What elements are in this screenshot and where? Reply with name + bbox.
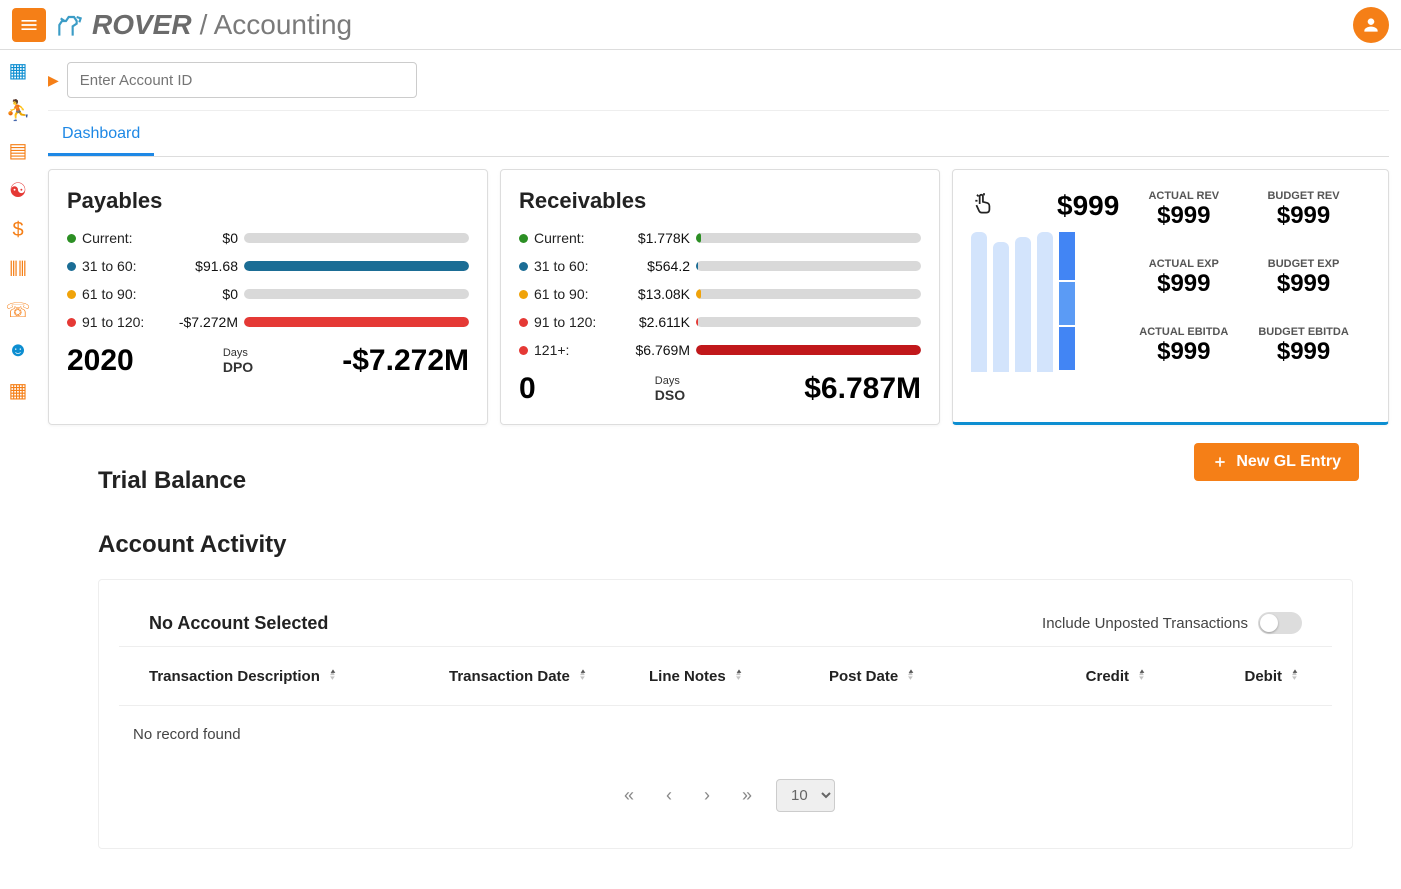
dot-icon: [67, 290, 76, 299]
tab-dashboard[interactable]: Dashboard: [48, 115, 154, 156]
financial-cell: BUDGET EBITDA$999: [1258, 326, 1348, 366]
menu-icon: [19, 15, 39, 35]
sort-icon: [1135, 667, 1149, 685]
payables-title: Payables: [67, 188, 469, 214]
page-next[interactable]: ›: [696, 781, 718, 810]
sort-icon: [576, 667, 590, 685]
page-last[interactable]: »: [734, 781, 760, 810]
rail-icon-heart[interactable]: ☯: [6, 178, 30, 202]
breadcrumb: / Accounting: [200, 9, 353, 41]
aging-row: 61 to 90: $13.08K: [519, 286, 921, 302]
sort-icon: [732, 667, 746, 685]
dot-icon: [519, 234, 528, 243]
account-activity-heading: Account Activity: [98, 531, 1389, 559]
sort-icon: [1288, 667, 1302, 685]
new-gl-entry-button[interactable]: New GL Entry: [1194, 443, 1359, 481]
user-avatar[interactable]: [1353, 7, 1389, 43]
dot-icon: [67, 262, 76, 271]
financials-card: $999 ACTUAL REV$999 ACTUAL EXP$999 ACTUAL …: [952, 169, 1389, 425]
no-account-label: No Account Selected: [149, 613, 328, 634]
dot-icon: [67, 318, 76, 327]
rail-icon-calendar[interactable]: ▦: [6, 378, 30, 402]
page-first[interactable]: «: [616, 781, 642, 810]
rail-icon-pos[interactable]: ☏: [6, 298, 30, 322]
column-header[interactable]: Credit: [1009, 667, 1149, 685]
financial-cell: BUDGET REV$999: [1258, 190, 1348, 230]
topbar: ROVER / Accounting: [0, 0, 1401, 50]
aging-row: 121+: $6.769M: [519, 342, 921, 358]
play-icon[interactable]: ▶: [48, 72, 59, 89]
plus-icon: [1212, 454, 1228, 470]
aging-row: Current: $1.778K: [519, 230, 921, 246]
rail-icon-people[interactable]: ⛹: [6, 98, 30, 122]
pagination: « ‹ › » 10: [119, 763, 1332, 828]
aging-row: 91 to 120: -$7.272M: [67, 314, 469, 330]
mini-bar-chart: [971, 232, 1075, 372]
dot-icon: [519, 318, 528, 327]
financial-cell: BUDGET EXP$999: [1258, 258, 1348, 298]
column-header[interactable]: Post Date: [829, 667, 1009, 685]
dot-icon: [519, 290, 528, 299]
rail-icon-dashboard[interactable]: ▦: [6, 58, 30, 82]
brand-logo: ROVER: [54, 9, 192, 41]
column-header[interactable]: Debit: [1149, 667, 1302, 685]
rail-icon-money[interactable]: $: [6, 218, 30, 242]
hamburger-menu[interactable]: [12, 8, 46, 42]
side-rail: ▦ ⛹ ▤ ☯ $ ⦀⦀ ☏ ☻ ▦: [0, 50, 36, 889]
financial-cell: ACTUAL REV$999: [1139, 190, 1228, 230]
financials-main: $999: [1057, 190, 1119, 222]
rail-icon-barcode[interactable]: ⦀⦀: [6, 258, 30, 282]
column-header[interactable]: Line Notes: [649, 667, 829, 685]
person-icon: [1361, 15, 1381, 35]
include-unposted-toggle[interactable]: [1258, 612, 1302, 634]
payables-card: Payables Current: $0 31 to 60: $91.68 61…: [48, 169, 488, 425]
rail-icon-worker[interactable]: ☻: [6, 338, 30, 362]
dot-icon: [519, 346, 528, 355]
receivables-title: Receivables: [519, 188, 921, 214]
sort-icon: [904, 667, 918, 685]
page-size-select[interactable]: 10: [776, 779, 835, 812]
aging-row: 61 to 90: $0: [67, 286, 469, 302]
aging-row: 91 to 120: $2.611K: [519, 314, 921, 330]
column-header[interactable]: Transaction Date: [449, 667, 649, 685]
brand-name: ROVER: [92, 9, 192, 41]
column-header[interactable]: Transaction Description: [149, 667, 449, 685]
receivables-big1: 0: [519, 372, 536, 406]
payables-total: -$7.272M: [342, 344, 469, 378]
account-id-input[interactable]: [67, 62, 417, 98]
account-row: ▶: [48, 50, 1389, 111]
no-record-msg: No record found: [119, 706, 1332, 763]
tabs: Dashboard: [48, 115, 1389, 157]
payables-big1: 2020: [67, 344, 134, 378]
interactive-icon[interactable]: [971, 191, 997, 222]
sort-icon: [326, 667, 340, 685]
page-prev[interactable]: ‹: [658, 781, 680, 810]
receivables-total: $6.787M: [804, 372, 921, 406]
financial-cell: ACTUAL EBITDA$999: [1139, 326, 1228, 366]
include-unposted-label: Include Unposted Transactions: [1042, 615, 1248, 632]
aging-row: 31 to 60: $91.68: [67, 258, 469, 274]
rail-icon-calc[interactable]: ▤: [6, 138, 30, 162]
aging-row: Current: $0: [67, 230, 469, 246]
activity-card: No Account Selected Include Unposted Tra…: [98, 579, 1353, 849]
financial-cell: ACTUAL EXP$999: [1139, 258, 1228, 298]
dot-icon: [67, 234, 76, 243]
receivables-card: Receivables Current: $1.778K 31 to 60: $…: [500, 169, 940, 425]
dot-icon: [519, 262, 528, 271]
dog-icon: [54, 9, 86, 41]
aging-row: 31 to 60: $564.2: [519, 258, 921, 274]
